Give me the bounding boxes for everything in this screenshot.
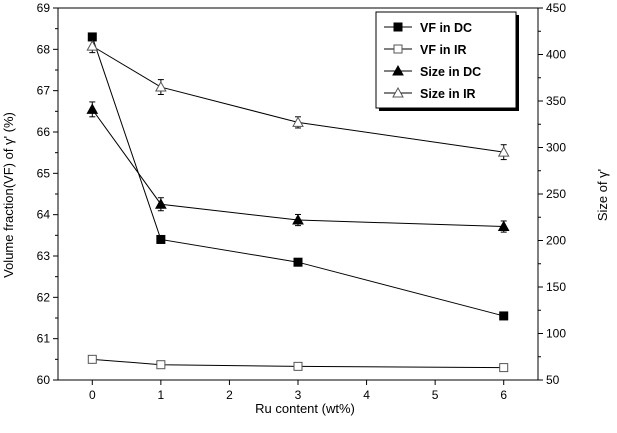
series-line — [92, 358, 504, 369]
data-point — [156, 234, 166, 244]
data-point — [293, 361, 303, 371]
series-line — [91, 109, 504, 228]
y-left-tick-label: 60 — [37, 373, 51, 387]
y-right-tick-label: 200 — [546, 234, 566, 248]
x-tick-label: 1 — [158, 388, 165, 402]
y-left-tick-label: 65 — [37, 166, 51, 180]
y-left-tick-label: 67 — [37, 84, 51, 98]
y-right-tick-label: 350 — [546, 94, 566, 108]
y-right-tick-label: 300 — [546, 141, 566, 155]
x-tick-label: 3 — [295, 388, 302, 402]
y-right-axis-title: Size of γ' — [595, 169, 610, 221]
x-tick-label: 4 — [363, 388, 370, 402]
y-right-tick-label: 400 — [546, 48, 566, 62]
series-vf-in-dc — [87, 32, 509, 321]
x-axis-title: Ru content (wt%) — [255, 401, 355, 416]
series-size-in-dc — [86, 101, 510, 233]
y-left-tick-label: 61 — [37, 332, 51, 346]
y-left-axis-title: Volume fraction(VF) of γ' (%) — [1, 112, 16, 278]
data-point — [497, 146, 510, 157]
legend-label: VF in IR — [420, 43, 467, 57]
legend-marker — [393, 44, 403, 54]
data-point — [86, 103, 99, 114]
y-left-tick-label: 66 — [37, 125, 51, 139]
data-point — [499, 311, 509, 321]
legend-marker — [392, 64, 404, 76]
x-tick-label: 5 — [432, 388, 439, 402]
data-point — [155, 198, 167, 209]
data-point — [499, 363, 509, 373]
y-right-tick-label: 250 — [546, 187, 566, 201]
data-point — [87, 354, 97, 364]
legend-label: Size in DC — [420, 65, 481, 79]
data-point — [155, 81, 167, 92]
legend-marker — [393, 22, 403, 32]
y-left-tick-label: 68 — [37, 42, 51, 56]
y-left-tick-label: 62 — [37, 290, 51, 304]
y-left-tick-label: 63 — [37, 249, 51, 263]
data-point — [86, 40, 99, 51]
series-line — [91, 36, 504, 317]
legend-marker — [392, 86, 404, 98]
data-point — [292, 116, 304, 127]
y-right-tick-label: 50 — [546, 373, 560, 387]
data-point — [293, 257, 303, 267]
x-tick-label: 0 — [89, 388, 96, 402]
y-right-tick-label: 150 — [546, 280, 566, 294]
y-left-tick-label: 69 — [37, 1, 51, 15]
legend: VF in DC VF in IR Size in DC Size in IR — [375, 11, 519, 111]
series-vf-in-ir — [87, 354, 509, 373]
y-left-tick-label: 64 — [37, 208, 51, 222]
data-point — [497, 220, 510, 232]
y-right-tick-label: 100 — [546, 327, 566, 341]
series-size-in-ir — [86, 39, 510, 161]
data-point — [292, 214, 304, 225]
x-tick-label: 6 — [500, 388, 507, 402]
data-point — [156, 360, 166, 370]
legend-label: VF in DC — [420, 21, 472, 35]
legend-label: Size in IR — [420, 87, 476, 101]
series-line — [92, 45, 504, 153]
y-right-tick-label: 450 — [546, 1, 566, 15]
x-tick-label: 2 — [226, 388, 233, 402]
